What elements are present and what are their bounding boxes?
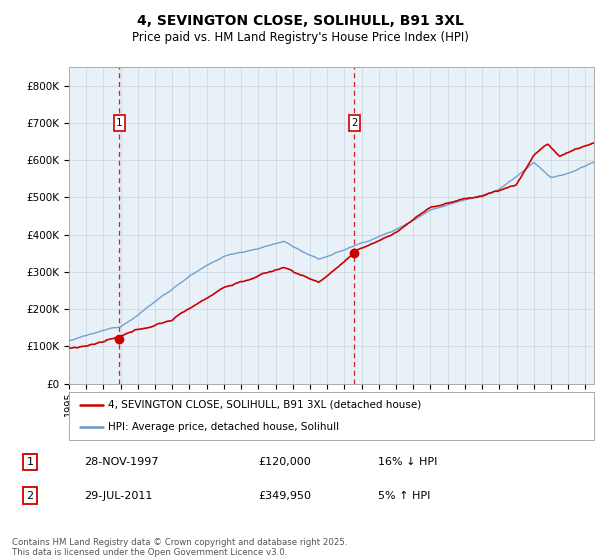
Text: 4, SEVINGTON CLOSE, SOLIHULL, B91 3XL (detached house): 4, SEVINGTON CLOSE, SOLIHULL, B91 3XL (d… [109, 400, 422, 410]
Text: £120,000: £120,000 [258, 457, 311, 467]
Text: 16% ↓ HPI: 16% ↓ HPI [378, 457, 437, 467]
Text: Price paid vs. HM Land Registry's House Price Index (HPI): Price paid vs. HM Land Registry's House … [131, 31, 469, 44]
Text: £349,950: £349,950 [258, 491, 311, 501]
Text: 1: 1 [116, 118, 122, 128]
Text: 5% ↑ HPI: 5% ↑ HPI [378, 491, 430, 501]
Text: 2: 2 [26, 491, 34, 501]
Text: 28-NOV-1997: 28-NOV-1997 [84, 457, 158, 467]
Text: 1: 1 [26, 457, 34, 467]
Text: 2: 2 [351, 118, 358, 128]
Text: 29-JUL-2011: 29-JUL-2011 [84, 491, 152, 501]
Text: HPI: Average price, detached house, Solihull: HPI: Average price, detached house, Soli… [109, 422, 340, 432]
Text: 4, SEVINGTON CLOSE, SOLIHULL, B91 3XL: 4, SEVINGTON CLOSE, SOLIHULL, B91 3XL [137, 14, 463, 28]
Text: Contains HM Land Registry data © Crown copyright and database right 2025.
This d: Contains HM Land Registry data © Crown c… [12, 538, 347, 557]
